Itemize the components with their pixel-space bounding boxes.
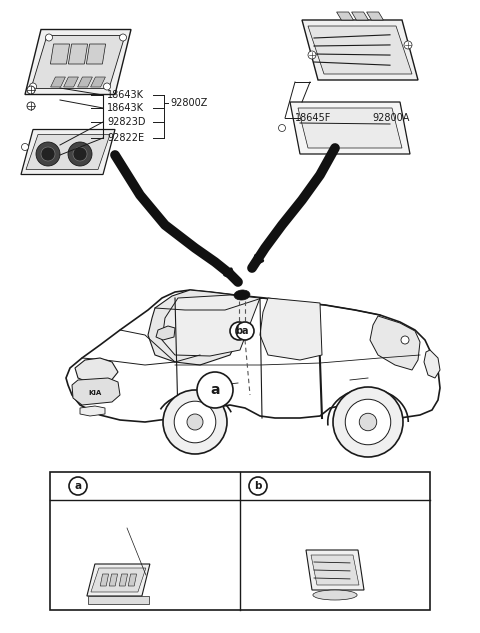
Polygon shape bbox=[75, 358, 118, 384]
Circle shape bbox=[163, 390, 227, 454]
Polygon shape bbox=[72, 378, 120, 405]
Circle shape bbox=[278, 125, 286, 132]
Circle shape bbox=[197, 372, 233, 408]
Circle shape bbox=[249, 477, 267, 495]
Circle shape bbox=[36, 142, 60, 166]
Text: 92892A: 92892A bbox=[87, 531, 127, 541]
Text: 92822E: 92822E bbox=[107, 133, 144, 143]
Polygon shape bbox=[302, 20, 418, 80]
Circle shape bbox=[401, 336, 409, 344]
Polygon shape bbox=[91, 77, 106, 87]
Polygon shape bbox=[50, 44, 70, 64]
Circle shape bbox=[73, 147, 87, 161]
Circle shape bbox=[104, 83, 110, 90]
Text: b: b bbox=[254, 481, 262, 491]
Polygon shape bbox=[78, 77, 92, 87]
Circle shape bbox=[69, 477, 87, 495]
Circle shape bbox=[29, 83, 36, 90]
Bar bbox=[50, 472, 430, 610]
Polygon shape bbox=[298, 108, 402, 148]
Polygon shape bbox=[69, 44, 87, 64]
Polygon shape bbox=[148, 290, 260, 365]
Circle shape bbox=[120, 34, 127, 41]
Text: 92800A: 92800A bbox=[372, 113, 409, 123]
Polygon shape bbox=[260, 298, 322, 360]
Polygon shape bbox=[290, 102, 410, 154]
Text: KIA: KIA bbox=[88, 390, 102, 396]
Polygon shape bbox=[100, 574, 108, 586]
Polygon shape bbox=[306, 550, 364, 590]
Text: a: a bbox=[242, 326, 248, 336]
Ellipse shape bbox=[313, 590, 357, 600]
Text: 92823D: 92823D bbox=[107, 117, 145, 127]
Circle shape bbox=[22, 144, 28, 151]
Polygon shape bbox=[370, 316, 420, 370]
Polygon shape bbox=[91, 568, 146, 592]
Text: 92891A: 92891A bbox=[87, 517, 127, 527]
Circle shape bbox=[27, 86, 35, 94]
Polygon shape bbox=[109, 574, 118, 586]
Text: b: b bbox=[235, 326, 242, 336]
Polygon shape bbox=[119, 574, 128, 586]
Circle shape bbox=[404, 41, 412, 49]
Ellipse shape bbox=[234, 290, 250, 300]
Polygon shape bbox=[128, 574, 137, 586]
Circle shape bbox=[68, 142, 92, 166]
Polygon shape bbox=[311, 555, 359, 585]
Polygon shape bbox=[351, 12, 369, 20]
Circle shape bbox=[236, 322, 254, 340]
Polygon shape bbox=[50, 77, 65, 87]
Polygon shape bbox=[336, 12, 353, 20]
Polygon shape bbox=[162, 295, 260, 356]
Polygon shape bbox=[26, 134, 110, 170]
Circle shape bbox=[187, 414, 203, 430]
Polygon shape bbox=[25, 30, 131, 94]
Polygon shape bbox=[87, 564, 150, 596]
Circle shape bbox=[230, 322, 248, 340]
Circle shape bbox=[41, 147, 55, 161]
Circle shape bbox=[359, 413, 377, 430]
Polygon shape bbox=[424, 350, 440, 378]
Polygon shape bbox=[31, 35, 125, 89]
Text: 18645F: 18645F bbox=[295, 113, 331, 123]
Circle shape bbox=[174, 401, 216, 443]
Text: a: a bbox=[210, 383, 220, 397]
Polygon shape bbox=[80, 406, 105, 416]
Polygon shape bbox=[66, 290, 440, 422]
Text: 95520A: 95520A bbox=[272, 480, 317, 492]
Text: 18643K: 18643K bbox=[107, 103, 144, 113]
Bar bbox=[88, 596, 149, 604]
Circle shape bbox=[333, 387, 403, 457]
Circle shape bbox=[46, 34, 52, 41]
Polygon shape bbox=[308, 26, 412, 74]
Polygon shape bbox=[86, 44, 106, 64]
Circle shape bbox=[308, 51, 316, 59]
Circle shape bbox=[27, 102, 35, 110]
Polygon shape bbox=[63, 77, 78, 87]
Polygon shape bbox=[21, 130, 115, 175]
Text: 92800Z: 92800Z bbox=[170, 98, 207, 108]
Text: a: a bbox=[74, 481, 82, 491]
Text: 18643K: 18643K bbox=[107, 90, 144, 100]
Circle shape bbox=[345, 399, 391, 445]
Polygon shape bbox=[367, 12, 384, 20]
Polygon shape bbox=[156, 326, 175, 340]
